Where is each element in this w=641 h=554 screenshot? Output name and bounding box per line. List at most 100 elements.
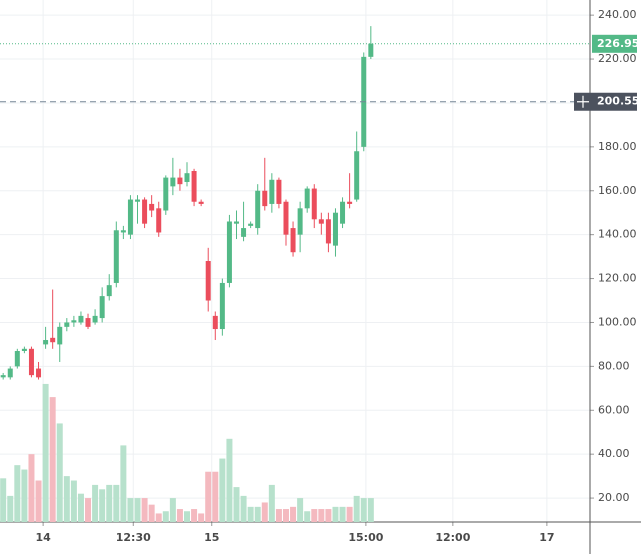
candle-body xyxy=(177,177,183,185)
candle-body xyxy=(219,282,225,330)
volume-bar xyxy=(120,445,127,522)
candle-body xyxy=(304,188,310,209)
volume-bar xyxy=(275,509,282,522)
candle-body xyxy=(163,177,169,211)
volume-bar xyxy=(28,454,35,522)
candle-body xyxy=(283,201,289,235)
volume-bar xyxy=(318,509,325,522)
candle-body xyxy=(7,368,13,378)
volume-bar xyxy=(113,484,120,522)
volume-bar xyxy=(127,498,134,522)
candle-body xyxy=(50,337,56,343)
volume-bar xyxy=(70,480,77,522)
volume-bar xyxy=(353,495,360,522)
volume-bar xyxy=(191,509,198,522)
candle-body xyxy=(233,221,239,224)
candle-body xyxy=(85,318,91,327)
crosshair-price-label: 200.55 xyxy=(597,95,639,108)
candle-body xyxy=(71,320,77,323)
candle-body xyxy=(43,340,49,345)
candle-body xyxy=(120,230,126,233)
candle-body xyxy=(78,315,84,323)
volume-bar xyxy=(155,513,162,522)
candle-body xyxy=(142,199,148,224)
volume-bar xyxy=(42,383,49,522)
crosshair-plus xyxy=(577,95,589,108)
volume-bar xyxy=(219,458,226,522)
candle-body xyxy=(325,219,331,244)
candle-body xyxy=(135,199,141,202)
volume-bar xyxy=(261,502,268,522)
candle-body xyxy=(347,201,353,204)
candle-body xyxy=(191,171,197,202)
volume-bar xyxy=(7,495,14,522)
candle-body xyxy=(241,228,247,237)
y-tick-label: 140.00 xyxy=(598,228,637,241)
volume-bar xyxy=(212,471,219,522)
y-tick-label: 20.00 xyxy=(598,491,630,504)
volume-bar xyxy=(240,495,247,522)
x-tick-label: 14 xyxy=(35,531,51,544)
volume-bar xyxy=(332,506,339,522)
volume-bar xyxy=(169,498,176,522)
candle-body xyxy=(28,348,34,376)
candle-body xyxy=(318,219,324,224)
candle-body xyxy=(64,322,70,327)
candle-body xyxy=(170,177,176,187)
candle-body xyxy=(14,351,20,367)
y-tick-label: 240.00 xyxy=(598,8,637,21)
volume-bar xyxy=(339,506,346,522)
candle-body xyxy=(106,285,112,297)
volume-bar xyxy=(290,506,297,522)
volume-bar xyxy=(134,498,141,522)
candle-body xyxy=(57,326,63,345)
candle-body xyxy=(297,208,303,235)
volume-bar xyxy=(282,509,289,522)
candle-body xyxy=(127,199,133,235)
volume-bar xyxy=(92,484,99,522)
volume-bar xyxy=(233,487,240,522)
volume-bar xyxy=(360,498,367,522)
candle-body xyxy=(205,261,211,301)
volume-bar xyxy=(198,513,205,522)
y-tick-label: 120.00 xyxy=(598,272,637,285)
y-tick-label: 180.00 xyxy=(598,140,637,153)
candle-body xyxy=(149,203,155,211)
volume-bar xyxy=(141,498,148,522)
last-price-label: 226.95 xyxy=(597,37,639,50)
candle-body xyxy=(368,43,374,57)
x-tick-label: 15 xyxy=(204,531,219,544)
candle-body xyxy=(113,230,119,283)
candle-body xyxy=(21,348,27,351)
volume-bar xyxy=(184,511,191,522)
candle-body xyxy=(332,212,338,246)
volume-bar xyxy=(268,484,275,522)
candle-body xyxy=(269,179,275,204)
volume-bar xyxy=(176,509,183,522)
y-tick-label: 100.00 xyxy=(598,315,637,328)
y-tick-label: 60.00 xyxy=(598,403,630,416)
volume-bar xyxy=(99,489,106,522)
x-tick-label: 17 xyxy=(539,531,554,544)
volume-bar xyxy=(367,498,374,522)
x-tick-label: 12:00 xyxy=(435,531,470,544)
volume-bar xyxy=(247,506,254,522)
x-tick-label: 15:00 xyxy=(348,531,383,544)
volume-bar xyxy=(311,509,318,522)
candle-body xyxy=(255,190,261,229)
volume-bar xyxy=(106,484,113,522)
volume-bar xyxy=(56,423,63,522)
candle-body xyxy=(276,179,282,204)
volume-bar xyxy=(162,511,169,522)
volume-bar xyxy=(14,465,21,522)
x-tick-label: 12:30 xyxy=(116,531,151,544)
candle-body xyxy=(340,201,346,224)
candle-body xyxy=(248,223,254,226)
volume-bar xyxy=(63,476,70,522)
candle-body xyxy=(36,368,42,378)
candle-body xyxy=(290,228,296,253)
y-tick-label: 160.00 xyxy=(598,184,637,197)
volume-bar xyxy=(254,506,261,522)
